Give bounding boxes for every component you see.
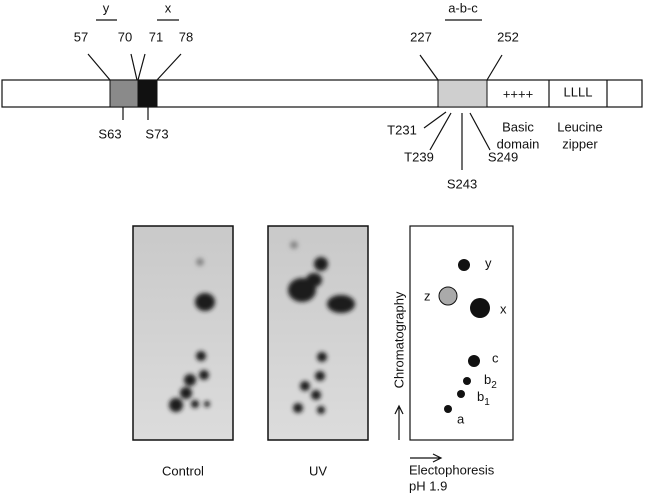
y-arrow bbox=[394, 404, 404, 440]
protein-schematic: y x a-b-c 57 70 71 78 227 252 ++++ LLLL … bbox=[1, 0, 643, 191]
site: T231 bbox=[387, 122, 417, 137]
region-abc bbox=[437, 79, 488, 108]
residue-lines bbox=[87, 53, 182, 81]
spot bbox=[444, 405, 452, 413]
spot-label: y bbox=[485, 255, 492, 270]
spot-label: b2 bbox=[484, 372, 497, 390]
residue-lines bbox=[419, 54, 503, 81]
spot-map: y z x c b2 b1 a bbox=[409, 225, 514, 441]
region-y bbox=[109, 79, 139, 108]
gel-control bbox=[132, 225, 234, 441]
x-axis-label: pH 1.9 bbox=[409, 478, 447, 493]
spot bbox=[468, 355, 480, 367]
spot-label-sub: 2 bbox=[491, 380, 497, 391]
spot-label-sub: 1 bbox=[484, 397, 490, 408]
y-axis-label: Chromatography bbox=[391, 291, 406, 388]
basic-motif: ++++ bbox=[503, 86, 533, 101]
gel-uv bbox=[267, 225, 369, 441]
spot-label-base: b bbox=[484, 372, 491, 387]
zipper-motif: LLLL bbox=[564, 84, 593, 99]
region-label: x bbox=[165, 0, 172, 15]
panel-label: Control bbox=[162, 463, 204, 478]
protein-bar bbox=[1, 79, 643, 108]
spot bbox=[470, 298, 490, 318]
x-axis-label: Electophoresis bbox=[409, 462, 495, 477]
site: T239 bbox=[404, 149, 434, 164]
site: S63 bbox=[98, 126, 121, 141]
spot-label: b1 bbox=[477, 389, 490, 407]
residue: 71 bbox=[149, 29, 163, 44]
site: S243 bbox=[447, 176, 477, 191]
site: S249 bbox=[488, 149, 518, 164]
domain-label: domain bbox=[497, 136, 540, 151]
residue: 57 bbox=[74, 29, 88, 44]
spot-label: c bbox=[492, 350, 499, 365]
panel-label: UV bbox=[309, 463, 327, 478]
residue: 227 bbox=[410, 29, 432, 44]
spot-label: a bbox=[457, 411, 465, 426]
spot bbox=[457, 390, 465, 398]
spot-label: x bbox=[500, 301, 507, 316]
spot bbox=[458, 259, 470, 271]
residue: 78 bbox=[179, 29, 193, 44]
region-label: y bbox=[103, 0, 110, 15]
spot bbox=[463, 377, 471, 385]
spot-label: z bbox=[424, 288, 431, 303]
domain-label: zipper bbox=[562, 136, 598, 151]
spot-label-base: b bbox=[477, 389, 484, 404]
region-label: a-b-c bbox=[448, 0, 478, 15]
site: S73 bbox=[145, 126, 168, 141]
x-arrow bbox=[410, 453, 443, 463]
residue: 70 bbox=[118, 29, 132, 44]
site-lines bbox=[423, 111, 491, 170]
domain-label: Leucine bbox=[557, 119, 603, 134]
residue: 252 bbox=[497, 29, 519, 44]
spot bbox=[438, 286, 458, 306]
domain-label: Basic bbox=[502, 119, 534, 134]
region-x bbox=[137, 79, 158, 108]
